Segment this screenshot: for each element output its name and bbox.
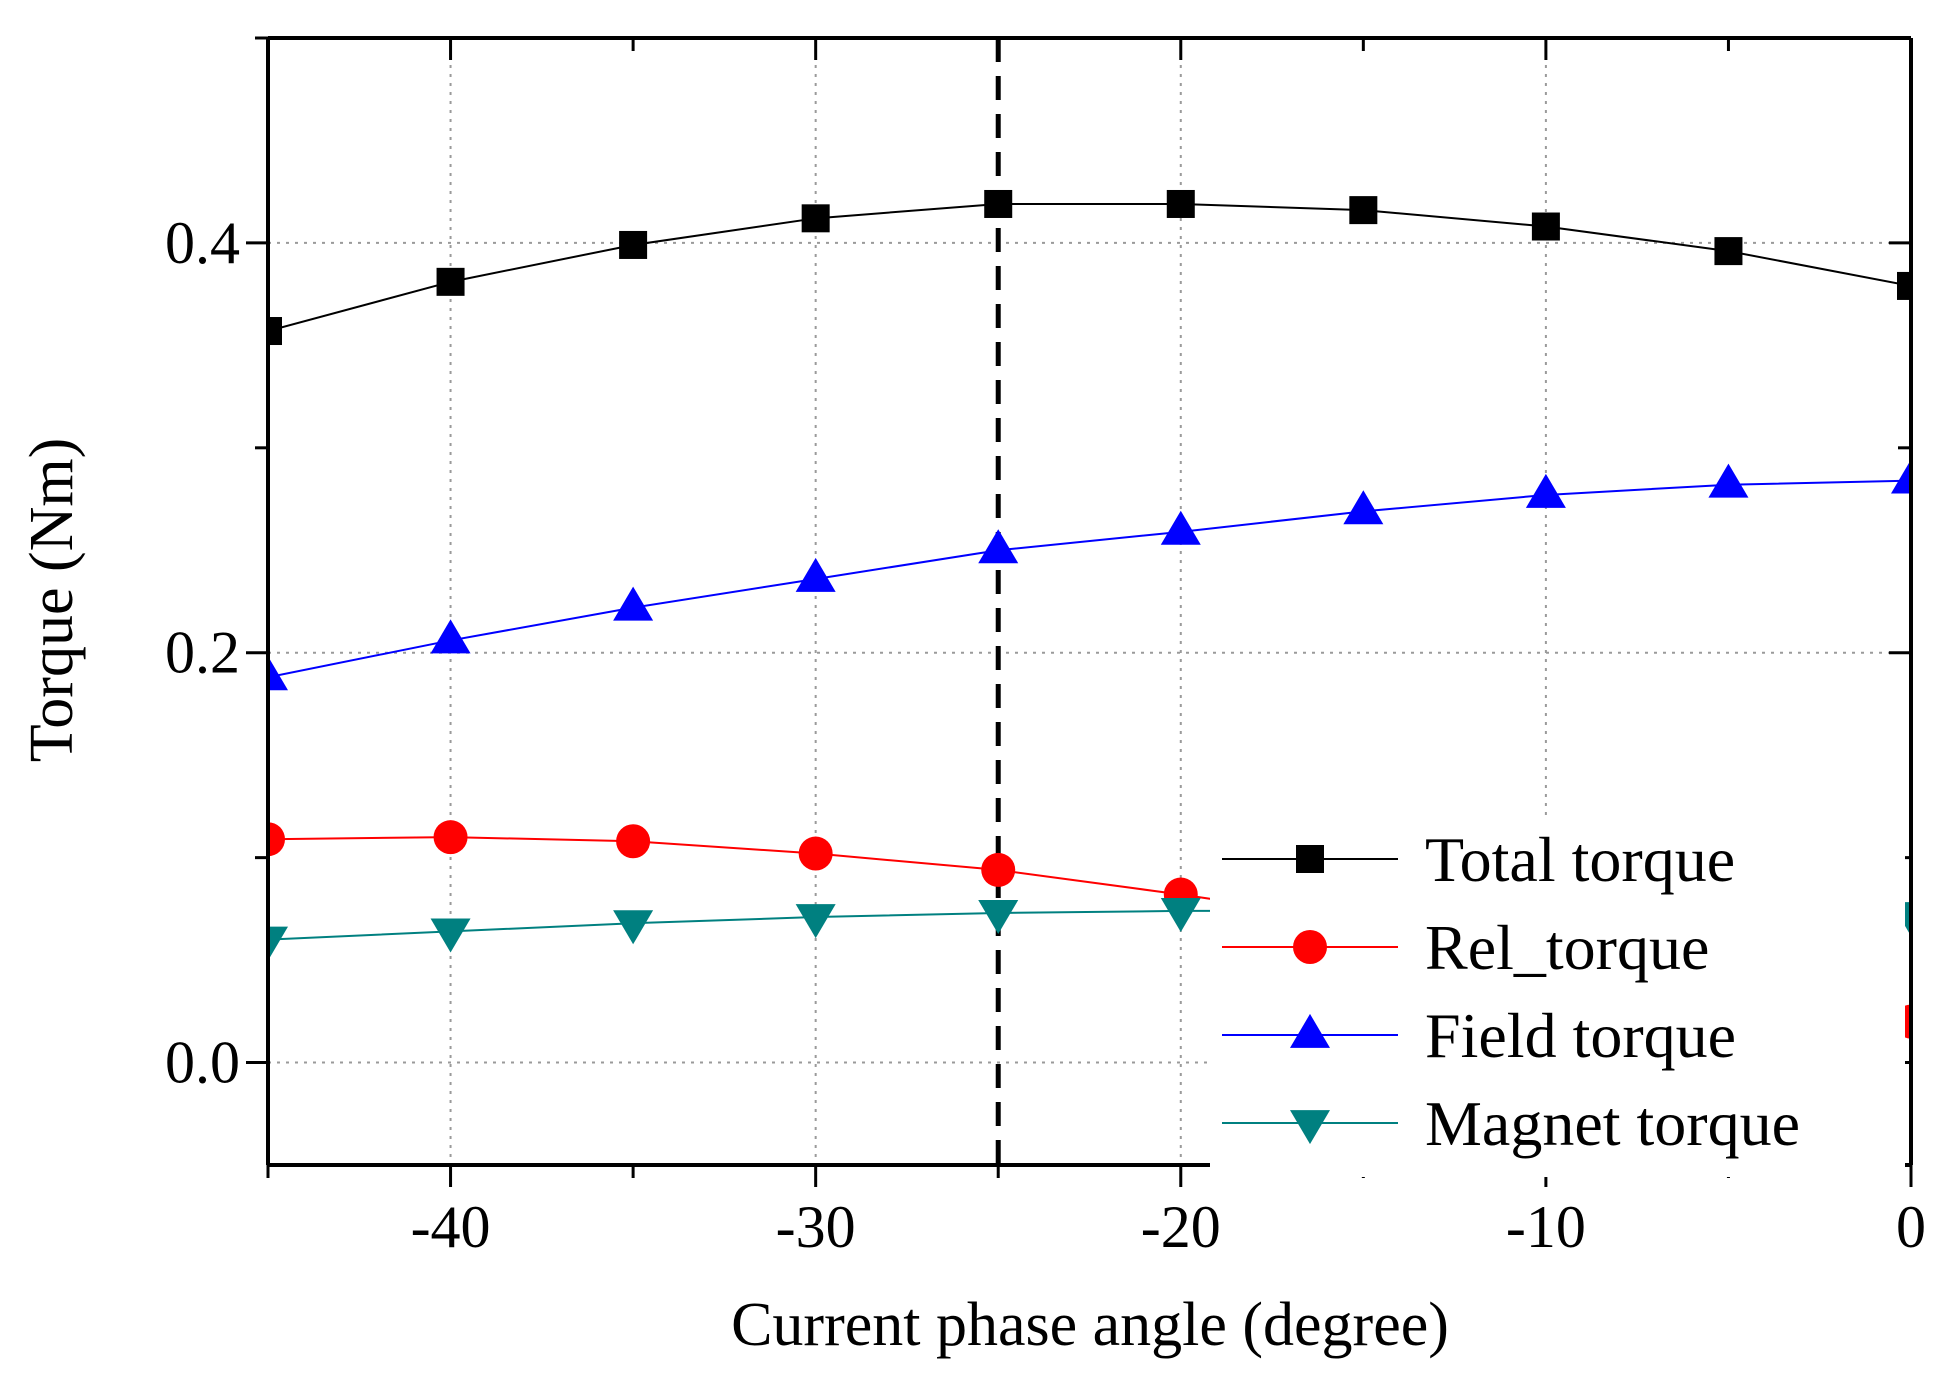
point-rel-torque: [798, 836, 833, 871]
point-rel-torque: [616, 824, 651, 859]
point-field-torque: [1891, 459, 1911, 494]
legend: Total torque Rel_torque Field torque Magnet…: [1210, 815, 1905, 1177]
point-magnet-torque: [1160, 897, 1201, 932]
point-magnet-torque: [795, 904, 836, 939]
point-rel-torque: [268, 822, 285, 857]
y-tick-label: 0.0: [165, 1030, 240, 1096]
point-field-torque: [1525, 473, 1566, 508]
point-field-torque: [978, 529, 1019, 564]
series-line-field-torque: [268, 479, 1911, 679]
x-tick-label: -40: [411, 1194, 491, 1260]
point-magnet-torque: [268, 926, 288, 961]
legend-label-total-torque: Total torque: [1425, 824, 1735, 895]
legend-marker-rel-torque: [1293, 930, 1327, 964]
series-line-total-torque: [268, 202, 1911, 332]
x-tick-label: -20: [1141, 1194, 1221, 1260]
legend-label-magnet-torque: Magnet torque: [1425, 1088, 1800, 1159]
legend-label-rel-torque: Rel_torque: [1425, 912, 1709, 983]
point-total-torque: [1166, 189, 1195, 218]
point-total-torque: [436, 267, 465, 296]
point-magnet-torque: [613, 910, 654, 945]
point-field-torque: [268, 656, 288, 691]
point-total-torque: [1349, 196, 1378, 225]
x-tick-label: -10: [1506, 1194, 1586, 1260]
legend-marker-field-torque: [1290, 1013, 1330, 1048]
point-field-torque: [1343, 490, 1384, 525]
legend-label-field-torque: Field torque: [1425, 1000, 1736, 1071]
point-field-torque: [1160, 510, 1201, 545]
point-field-torque: [1708, 463, 1749, 498]
tick-labels: -40 -30 -20 -10 0 0.0 0.2 0.4: [165, 210, 1926, 1260]
point-magnet-torque: [978, 900, 1019, 935]
x-axis-title: Current phase angle (degree): [731, 1291, 1449, 1359]
point-rel-torque: [433, 820, 468, 855]
y-tick-label: 0.4: [165, 210, 240, 276]
point-total-torque: [984, 189, 1013, 218]
point-field-torque: [430, 619, 471, 654]
point-total-torque: [268, 317, 282, 346]
point-total-torque: [619, 230, 648, 259]
point-total-torque: [1531, 212, 1560, 241]
point-total-torque: [1714, 237, 1743, 266]
x-tick-label: 0: [1896, 1194, 1926, 1260]
point-field-torque: [613, 586, 654, 621]
point-total-torque: [1897, 271, 1911, 300]
point-total-torque: [801, 204, 830, 233]
y-tick-label: 0.2: [165, 620, 240, 686]
x-tick-label: -30: [776, 1194, 856, 1260]
legend-marker-magnet-torque: [1290, 1110, 1330, 1145]
y-axis-title: Torque (Nm): [18, 438, 86, 763]
point-field-torque: [795, 557, 836, 592]
legend-marker-total-torque: [1296, 845, 1324, 873]
point-rel-torque: [981, 852, 1016, 887]
point-magnet-torque: [430, 918, 471, 953]
